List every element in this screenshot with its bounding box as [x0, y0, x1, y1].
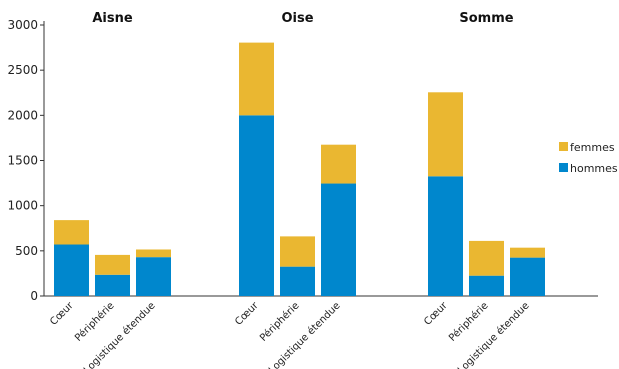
bar-segment-hommes	[428, 176, 463, 296]
bar-segment-femmes	[54, 220, 89, 245]
group-title: Aisne	[92, 11, 133, 26]
bar-segment-femmes	[321, 144, 356, 184]
bar-segment-hommes	[54, 244, 89, 296]
bar-segment-hommes	[95, 274, 130, 296]
bar-segment-hommes	[321, 183, 356, 296]
legend-swatch-hommes	[559, 163, 568, 172]
bar-segment-femmes	[469, 240, 504, 276]
x-category-label: Cœur	[233, 300, 261, 328]
y-tick-label: 2500	[7, 63, 38, 77]
legend-swatch-femmes	[559, 142, 568, 151]
x-category-label: Logistique étendue	[266, 300, 342, 369]
y-tick-label: 500	[15, 244, 38, 258]
group-title: Somme	[459, 11, 513, 26]
x-category-label: Cœur	[422, 300, 450, 328]
bar-segment-femmes	[510, 247, 545, 258]
bar-segment-femmes	[95, 254, 130, 275]
bar-segment-hommes	[469, 275, 504, 296]
group-title: Oise	[281, 11, 313, 26]
y-tick-label: 0	[30, 289, 38, 303]
y-tick-label: 1000	[7, 199, 38, 213]
bar-segment-femmes	[239, 42, 274, 116]
x-category-label: Cœur	[48, 300, 76, 328]
bar-segment-hommes	[280, 266, 315, 296]
bar-segment-femmes	[280, 236, 315, 267]
legend: femmes hommes	[559, 141, 618, 175]
bars	[54, 42, 545, 296]
x-category-label: Logistique étendue	[455, 300, 531, 369]
y-tick-label: 2000	[7, 108, 38, 122]
x-category-label: Périphérie	[257, 300, 301, 344]
x-category-label: Périphérie	[446, 300, 490, 344]
y-tick-label: 3000	[7, 18, 38, 32]
y-tick-label: 1500	[7, 154, 38, 168]
bar-segment-femmes	[428, 92, 463, 177]
bar-segment-hommes	[239, 115, 274, 296]
bar-segment-femmes	[136, 249, 171, 258]
bar-segment-hommes	[510, 257, 545, 296]
x-category-label: Logistique étendue	[81, 300, 157, 369]
legend-label: hommes	[570, 162, 618, 175]
legend-label: femmes	[570, 141, 615, 154]
bar-segment-hommes	[136, 257, 171, 296]
x-category-label: Périphérie	[72, 300, 116, 344]
